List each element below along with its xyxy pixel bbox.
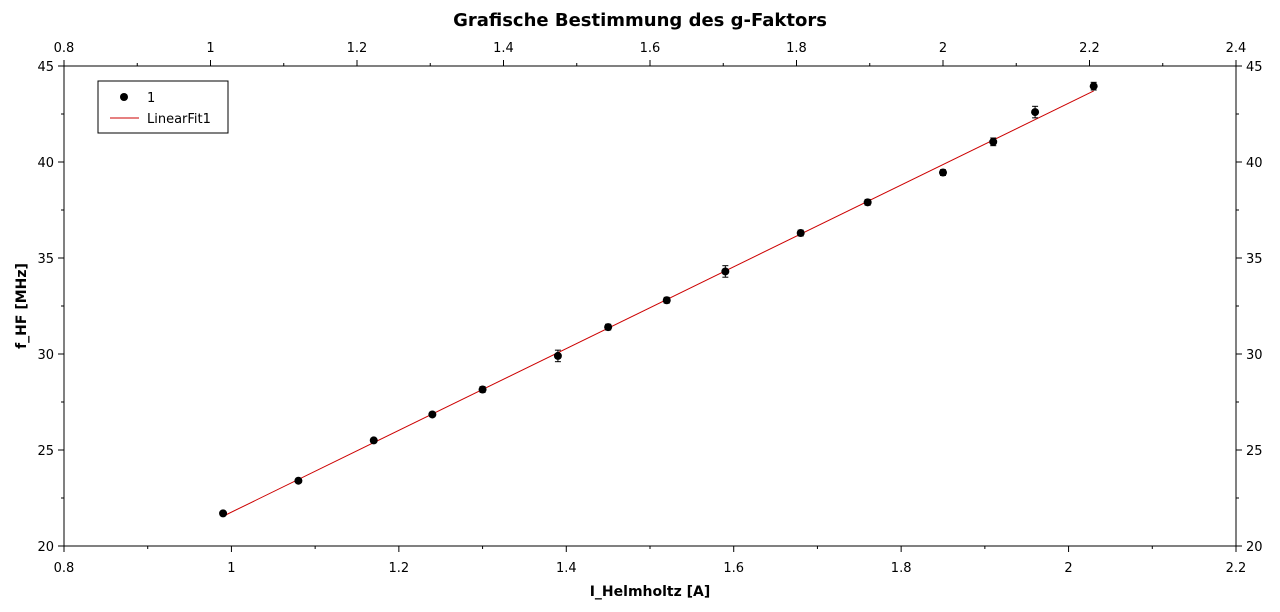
data-point: [294, 476, 303, 485]
data-point: [1089, 82, 1098, 91]
x-tick-label-top: 2: [939, 41, 947, 56]
y-tick-label-right: 40: [1246, 156, 1263, 171]
data-point: [219, 509, 228, 518]
data-point: [553, 351, 562, 360]
x-tick-label-top: 2.4: [1226, 41, 1247, 56]
data-point: [863, 198, 872, 207]
plot-frame: [63, 65, 1237, 547]
x-tick-label-top: 1: [206, 41, 214, 56]
y-tick-label-right: 20: [1246, 540, 1263, 555]
legend-label-fit: LinearFit1: [147, 112, 211, 127]
y-tick-label-right: 45: [1246, 60, 1263, 75]
x-tick-label-bottom: 1.6: [723, 561, 744, 576]
data-point: [989, 137, 998, 146]
x-axis-bottom: 0.8 1 1.2 1.4 1.6 1.8 2 2.2: [54, 546, 1247, 576]
y-tick-label-left: 40: [37, 156, 54, 171]
x-tick-label-top: 2.2: [1079, 41, 1100, 56]
x-tick-label-top: 1.2: [347, 41, 368, 56]
y-tick-label-left: 25: [37, 444, 54, 459]
data-point: [604, 323, 613, 332]
data-point: [1031, 108, 1040, 117]
x-tick-label-bottom: 2: [1064, 561, 1072, 576]
x-tick-label-top: 1.6: [640, 41, 661, 56]
data-point: [369, 436, 378, 445]
y-tick-label-right: 35: [1246, 252, 1263, 267]
data-point: [939, 168, 947, 177]
y-axis-right: 20 25 30 35 40 45: [1236, 60, 1263, 555]
data-point: [662, 296, 671, 305]
y-tick-label-left: 35: [37, 252, 54, 267]
y-tick-label-right: 25: [1246, 444, 1263, 459]
legend: 1 LinearFit1: [97, 80, 229, 134]
data-point: [478, 385, 487, 394]
y-tick-label-left: 45: [37, 60, 54, 75]
x-tick-label-bottom: 1.8: [891, 561, 912, 576]
y-tick-label-left: 20: [37, 540, 54, 555]
x-tick-label-bottom: 2.2: [1226, 561, 1247, 576]
data-point: [721, 267, 730, 276]
x-tick-label-top: 1.4: [493, 41, 514, 56]
x-tick-label-bottom: 1: [227, 561, 235, 576]
y-axis-left: 20 25 30 35 40 45: [37, 60, 64, 555]
legend-label-points: 1: [147, 91, 155, 106]
x-tick-label-top: 1.8: [786, 41, 807, 56]
y-tick-label-right: 30: [1246, 348, 1263, 363]
fit-line-layer: [222, 90, 1094, 517]
legend-marker-points: [120, 93, 128, 101]
y-tick-label-left: 30: [37, 348, 54, 363]
chart-title: Grafische Bestimmung des g-Faktors: [453, 10, 827, 31]
y-axis-title: f_HF [MHz]: [14, 263, 30, 349]
fit-line: [222, 90, 1094, 517]
legend-box: [97, 80, 229, 134]
x-tick-label-top: 0.8: [54, 41, 75, 56]
x-tick-label-bottom: 1.2: [389, 561, 410, 576]
x-tick-label-bottom: 0.8: [54, 561, 75, 576]
data-point: [796, 229, 805, 238]
x-axis-title: I_Helmholtz [A]: [590, 584, 711, 600]
data-points-layer: [219, 81, 1098, 518]
data-point: [428, 410, 437, 419]
x-axis-top: 0.8 1 1.2 1.4 1.6 1.8 2 2.2 2.4: [54, 41, 1247, 66]
x-tick-label-bottom: 1.4: [556, 561, 577, 576]
